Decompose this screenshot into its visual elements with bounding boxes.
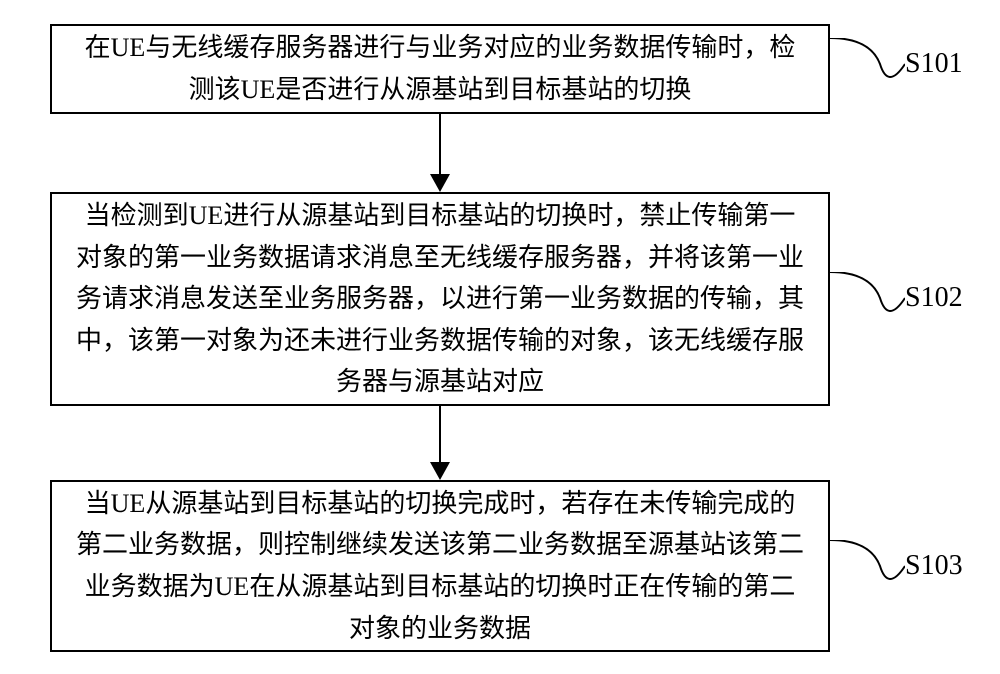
step-label-s101: S101 <box>905 48 963 80</box>
connector-curve-s102 <box>830 272 905 324</box>
step-label-s103: S103 <box>905 550 963 582</box>
flow-node-s103: 当UE从源基站到目标基站的切换完成时，若存在未传输完成的第二业务数据，则控制继续… <box>50 480 830 652</box>
connector-curve-s101 <box>830 38 905 90</box>
arrowhead-down-icon <box>430 462 450 480</box>
step-label-s102: S102 <box>905 282 963 314</box>
node-text: 当UE从源基站到目标基站的切换完成时，若存在未传输完成的第二业务数据，则控制继续… <box>72 483 808 649</box>
label-text: S103 <box>905 550 963 581</box>
edge-s102-s103 <box>439 406 441 464</box>
arrowhead-down-icon <box>430 174 450 192</box>
flow-node-s102: 当检测到UE进行从源基站到目标基站的切换时，禁止传输第一对象的第一业务数据请求消… <box>50 192 830 406</box>
flowchart-canvas: 在UE与无线缓存服务器进行与业务对应的业务数据传输时，检测该UE是否进行从源基站… <box>0 0 1000 674</box>
node-text: 在UE与无线缓存服务器进行与业务对应的业务数据传输时，检测该UE是否进行从源基站… <box>72 27 808 110</box>
edge-s101-s102 <box>439 114 441 176</box>
flow-node-s101: 在UE与无线缓存服务器进行与业务对应的业务数据传输时，检测该UE是否进行从源基站… <box>50 24 830 114</box>
label-text: S101 <box>905 48 963 79</box>
label-text: S102 <box>905 282 963 313</box>
node-text: 当检测到UE进行从源基站到目标基站的切换时，禁止传输第一对象的第一业务数据请求消… <box>72 195 808 403</box>
connector-curve-s103 <box>830 540 905 592</box>
